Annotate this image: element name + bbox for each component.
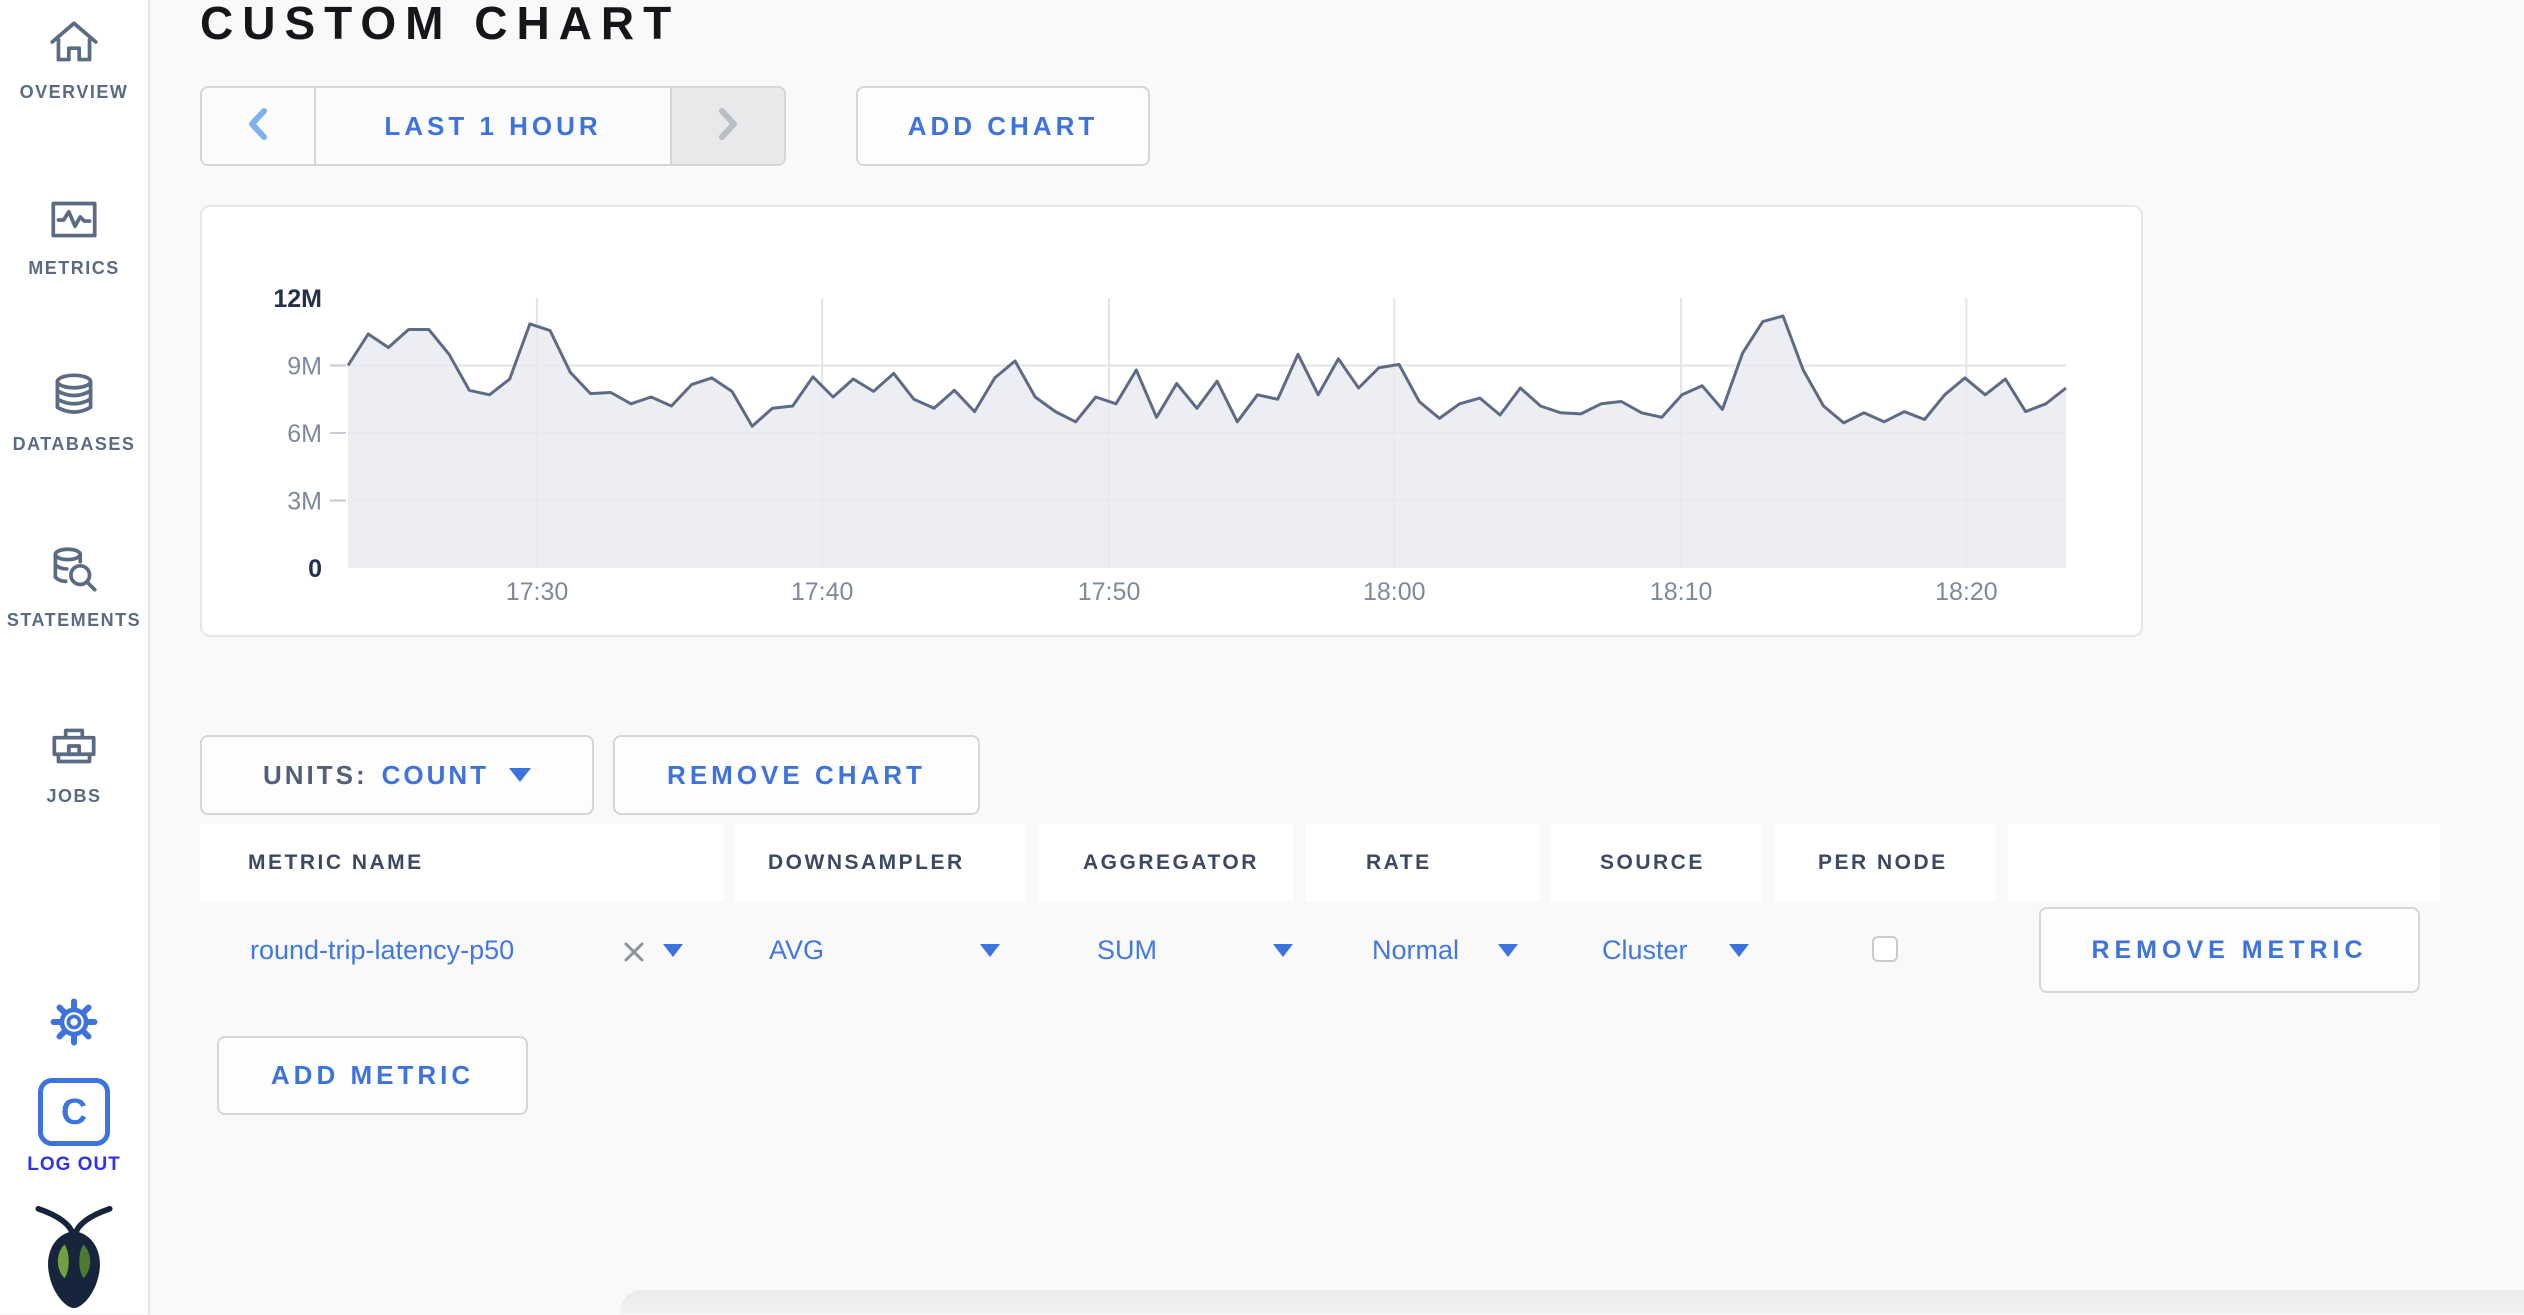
logout-label: LOG OUT — [27, 1154, 121, 1175]
time-range-label[interactable]: LAST 1 HOUR — [384, 110, 602, 141]
sidebar-item-label: DATABASES — [12, 434, 136, 454]
column-header-aggregator: AGGREGATOR — [1039, 824, 1293, 902]
home-icon — [45, 14, 103, 72]
page-title: CUSTOM CHART — [200, 0, 681, 49]
sidebar-item-overview[interactable]: OVERVIEW — [0, 14, 148, 103]
cockroach-bug-icon — [31, 1204, 117, 1310]
column-header-actions — [2008, 824, 2440, 902]
statements-icon — [45, 542, 103, 600]
units-dropdown[interactable]: UNITS: COUNT — [200, 735, 594, 815]
sidebar-item-statements[interactable]: STATEMENTS — [0, 542, 148, 631]
svg-text:3M: 3M — [287, 488, 322, 516]
bottom-sheet-edge — [620, 1290, 2524, 1314]
sidebar-item-jobs[interactable]: JOBS — [0, 718, 148, 807]
sidebar-item-label: STATEMENTS — [6, 610, 142, 630]
caret-down-icon — [980, 943, 1000, 957]
source-dropdown[interactable]: Cluster — [1602, 922, 1749, 978]
caret-down-icon — [663, 943, 683, 957]
svg-text:18:00: 18:00 — [1363, 578, 1426, 606]
column-header-downsampler: DOWNSAMPLER — [735, 824, 1026, 902]
svg-text:6M: 6M — [287, 420, 322, 448]
svg-text:18:10: 18:10 — [1650, 578, 1713, 606]
time-range-prev-button[interactable] — [202, 88, 316, 164]
jobs-icon — [45, 718, 103, 776]
sidebar-item-databases[interactable]: DATABASES — [0, 366, 148, 455]
units-label: UNITS: — [262, 759, 368, 790]
custom-chart-card: 17:30 17:40 17:50 18:00 18:10 18:20 0 3M 6M 9M 12M — [200, 205, 2143, 637]
chevron-left-icon — [245, 107, 271, 146]
column-header-rate: RATE — [1306, 824, 1540, 902]
sidebar-item-metrics[interactable]: METRICS — [0, 190, 148, 279]
caret-down-icon — [509, 768, 532, 782]
metrics-icon — [45, 190, 103, 248]
databases-icon — [45, 366, 103, 424]
caret-down-icon — [1273, 943, 1293, 957]
caret-down-icon — [1498, 943, 1518, 957]
sidebar-item-label: METRICS — [28, 258, 120, 278]
svg-text:9M: 9M — [287, 353, 322, 381]
logout-button[interactable]: C LOG OUT — [0, 1078, 148, 1176]
per-node-checkbox[interactable] — [1872, 936, 1898, 962]
sidebar: OVERVIEW METRICS DATABASES STATEMENTS JO… — [0, 0, 150, 1314]
svg-text:18:20: 18:20 — [1935, 578, 1998, 606]
column-header-metric-name: METRIC NAME — [200, 824, 724, 902]
clear-metric-icon[interactable] — [623, 939, 645, 962]
downsampler-dropdown[interactable]: AVG — [769, 922, 1000, 978]
cockroach-c-logo: C — [38, 1078, 110, 1146]
cockroach-logo — [0, 1204, 148, 1315]
svg-text:12M: 12M — [273, 285, 322, 313]
svg-text:0: 0 — [308, 555, 322, 583]
remove-chart-button[interactable]: REMOVE CHART — [613, 735, 980, 815]
units-value: COUNT — [381, 759, 490, 790]
timeseries-chart: 17:30 17:40 17:50 18:00 18:10 18:20 0 3M 6M 9M 12M — [273, 285, 2067, 606]
rate-dropdown[interactable]: Normal — [1372, 922, 1518, 978]
metric-name-value: round-trip-latency-p50 — [250, 934, 515, 965]
aggregator-dropdown[interactable]: SUM — [1097, 922, 1293, 978]
caret-down-icon — [1729, 943, 1749, 957]
time-range-next-button[interactable] — [670, 88, 784, 164]
aggregator-value: SUM — [1097, 934, 1157, 965]
downsampler-value: AVG — [769, 934, 825, 965]
chevron-right-icon — [715, 107, 741, 146]
add-chart-button[interactable]: ADD CHART — [856, 86, 1150, 166]
sidebar-item-label: OVERVIEW — [19, 82, 129, 102]
column-header-per-node: PER NODE — [1774, 824, 1996, 902]
remove-metric-button[interactable]: REMOVE METRIC — [2039, 907, 2420, 993]
metric-name-dropdown[interactable]: round-trip-latency-p50 — [250, 922, 683, 978]
svg-text:17:40: 17:40 — [791, 578, 854, 606]
column-header-source: SOURCE — [1551, 824, 1762, 902]
time-range-picker: LAST 1 HOUR — [200, 86, 786, 166]
source-value: Cluster — [1602, 934, 1688, 965]
add-metric-button[interactable]: ADD METRIC — [217, 1036, 528, 1115]
rate-value: Normal — [1372, 934, 1460, 965]
svg-text:17:50: 17:50 — [1078, 578, 1141, 606]
svg-text:17:30: 17:30 — [506, 578, 569, 606]
settings-button[interactable] — [0, 996, 148, 1053]
sidebar-item-label: JOBS — [46, 786, 102, 806]
gear-icon — [48, 996, 100, 1048]
